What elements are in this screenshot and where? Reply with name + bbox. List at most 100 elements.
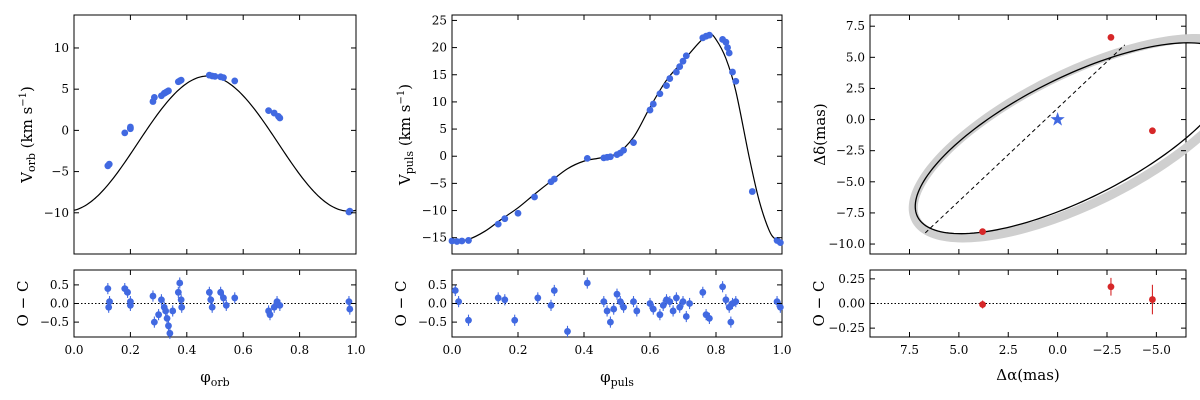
x-tick-label: 0.2 bbox=[508, 343, 527, 357]
pulsation-data-point bbox=[458, 237, 466, 245]
astrometric-residual-ylabel-part: O − C bbox=[810, 281, 828, 327]
residual-point bbox=[659, 301, 667, 309]
pulsation-data-point bbox=[514, 209, 522, 217]
y-tick-label: −10.0 bbox=[828, 237, 865, 251]
residual-point bbox=[465, 316, 472, 324]
star-icon bbox=[1050, 112, 1065, 126]
y-tick-label: 0.5 bbox=[50, 278, 69, 292]
residual-point bbox=[501, 296, 509, 304]
residual-point bbox=[511, 316, 519, 324]
residual-point bbox=[547, 301, 555, 309]
orbital-axes bbox=[73, 14, 357, 255]
orbit-ellipse bbox=[914, 42, 1200, 235]
pulsation-model-curve bbox=[451, 33, 783, 243]
y-tick-label: 0 bbox=[439, 149, 447, 163]
residual-point bbox=[174, 288, 182, 296]
x-tick-label: 0.4 bbox=[177, 343, 196, 357]
residual-point bbox=[607, 318, 614, 326]
residual-point bbox=[150, 318, 158, 326]
pulsation-data-point bbox=[494, 220, 502, 228]
y-tick-label: 0 bbox=[61, 123, 69, 137]
y-tick-label: 10 bbox=[54, 41, 69, 55]
x-tick-label: −2.5 bbox=[1092, 343, 1121, 357]
y-tick-label: 25 bbox=[432, 13, 447, 27]
orbital-data-point bbox=[346, 207, 354, 215]
residual-point bbox=[979, 301, 986, 308]
y-tick-label: −0.25 bbox=[828, 321, 865, 335]
pulsation-data-point bbox=[724, 44, 731, 51]
pulsation-data-point bbox=[776, 239, 784, 246]
residual-point bbox=[583, 279, 591, 287]
astrometric-xlabel-part: Δα(mas) bbox=[996, 366, 1060, 384]
pulsation-data-point bbox=[663, 82, 670, 90]
orbital-xlabel-part: orb bbox=[211, 376, 230, 389]
x-tick-label: −5.0 bbox=[1142, 343, 1171, 357]
pulsation-xlabel-part: puls bbox=[611, 376, 635, 389]
residual-point bbox=[494, 294, 502, 302]
y-tick-label: −2.5 bbox=[836, 144, 865, 158]
orbital-ylabel-part: (km s bbox=[18, 107, 36, 153]
pulsation-data-point bbox=[725, 49, 733, 57]
residual-point bbox=[222, 301, 230, 309]
x-tick-label: 1.0 bbox=[772, 343, 791, 357]
x-tick-label: 2.5 bbox=[999, 343, 1018, 357]
residual-point bbox=[207, 296, 215, 304]
residual-point bbox=[656, 311, 664, 319]
orbital-xlabel: φorb bbox=[200, 368, 229, 389]
residual-point bbox=[1107, 283, 1115, 291]
residual-point bbox=[727, 318, 735, 326]
pulsation-ylabel-part: ) bbox=[396, 84, 414, 90]
residual-point bbox=[686, 300, 693, 307]
pulsation-data-point bbox=[550, 175, 558, 183]
residual-point bbox=[620, 303, 627, 311]
y-tick-label: −7.5 bbox=[836, 206, 865, 220]
residual-point bbox=[177, 296, 185, 304]
pulsation-ylabel-part: −1 bbox=[396, 90, 407, 105]
y-tick-label: 5 bbox=[439, 122, 447, 136]
orbital-data-point bbox=[165, 87, 172, 95]
x-tick-label: 0.8 bbox=[290, 343, 309, 357]
residual-point bbox=[676, 303, 684, 311]
orbital-ylabel-part: −1 bbox=[18, 92, 29, 107]
x-tick-label: 1.0 bbox=[346, 343, 365, 357]
orbital-ylabel-part: ) bbox=[18, 86, 36, 92]
x-tick-label: 0.8 bbox=[706, 343, 725, 357]
residual-point bbox=[163, 314, 171, 322]
y-tick-label: 5.0 bbox=[846, 50, 865, 64]
residual-point bbox=[126, 301, 134, 309]
pulsation-data-point bbox=[453, 238, 461, 245]
x-tick-label: 7.5 bbox=[900, 343, 919, 357]
pulsation-data-point bbox=[607, 153, 614, 161]
residual-point bbox=[646, 300, 654, 307]
residual-point bbox=[208, 303, 216, 311]
residual-point bbox=[162, 307, 170, 315]
residual-point bbox=[345, 298, 353, 306]
pulsation-residual-ylabel-part: O − C bbox=[392, 281, 410, 327]
pulsation-data-point bbox=[501, 215, 509, 223]
astrometric-data-point bbox=[1149, 127, 1156, 135]
residual-point bbox=[719, 283, 726, 291]
residual-point bbox=[165, 322, 172, 330]
y-tick-label: −5 bbox=[429, 176, 447, 190]
residual-point bbox=[169, 307, 177, 315]
pulsation-data-point bbox=[630, 139, 637, 147]
orbital-data-point bbox=[220, 74, 227, 82]
residual-point bbox=[346, 305, 354, 313]
residual-point bbox=[105, 303, 113, 311]
orbital-ylabel: Vorb (km s−1) bbox=[18, 86, 38, 184]
orbital-data-point bbox=[150, 94, 158, 101]
pulsation-data-point bbox=[732, 77, 740, 85]
residual-point bbox=[600, 298, 608, 306]
residual-point bbox=[610, 305, 618, 313]
y-tick-label: 2.5 bbox=[846, 81, 865, 95]
astrometric-axes bbox=[869, 14, 1187, 255]
residual-point bbox=[776, 303, 784, 311]
astrometric-data-point bbox=[1107, 34, 1115, 41]
y-tick-label: −0.5 bbox=[40, 315, 69, 329]
residual-point bbox=[616, 298, 624, 306]
residual-point bbox=[1149, 296, 1156, 303]
y-tick-label: 0.0 bbox=[846, 113, 865, 127]
residual-point bbox=[155, 311, 163, 319]
line-of-nodes bbox=[924, 44, 1126, 234]
orbital-data-point bbox=[126, 123, 134, 131]
